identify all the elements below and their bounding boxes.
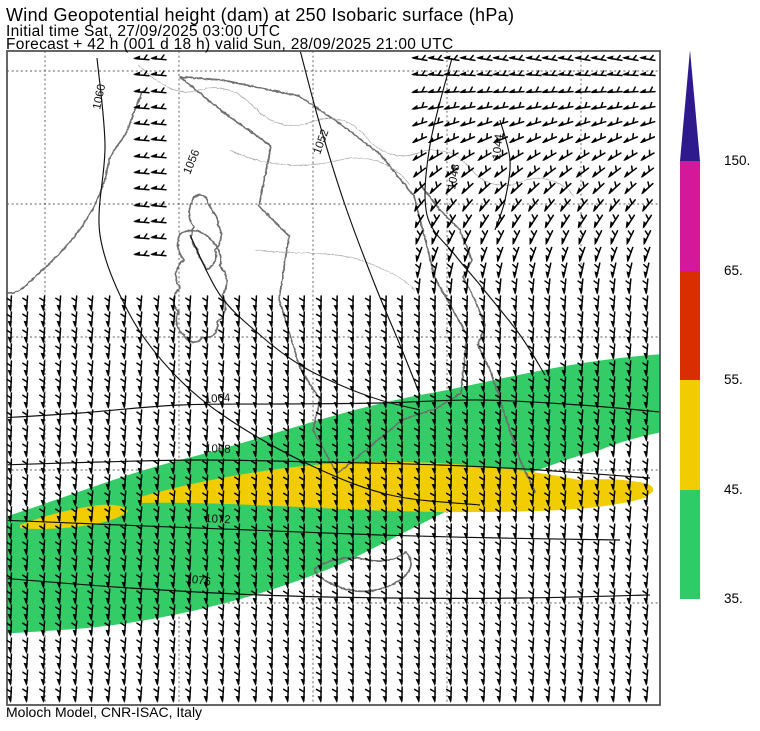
svg-text:1072: 1072: [205, 513, 231, 526]
svg-text:35.: 35.: [724, 591, 743, 606]
svg-text:45.: 45.: [724, 482, 743, 497]
svg-text:65.: 65.: [724, 263, 743, 278]
svg-text:1068: 1068: [205, 443, 231, 456]
svg-text:1064: 1064: [204, 392, 231, 406]
svg-text:150.: 150.: [724, 153, 750, 168]
svg-text:55.: 55.: [724, 372, 743, 387]
